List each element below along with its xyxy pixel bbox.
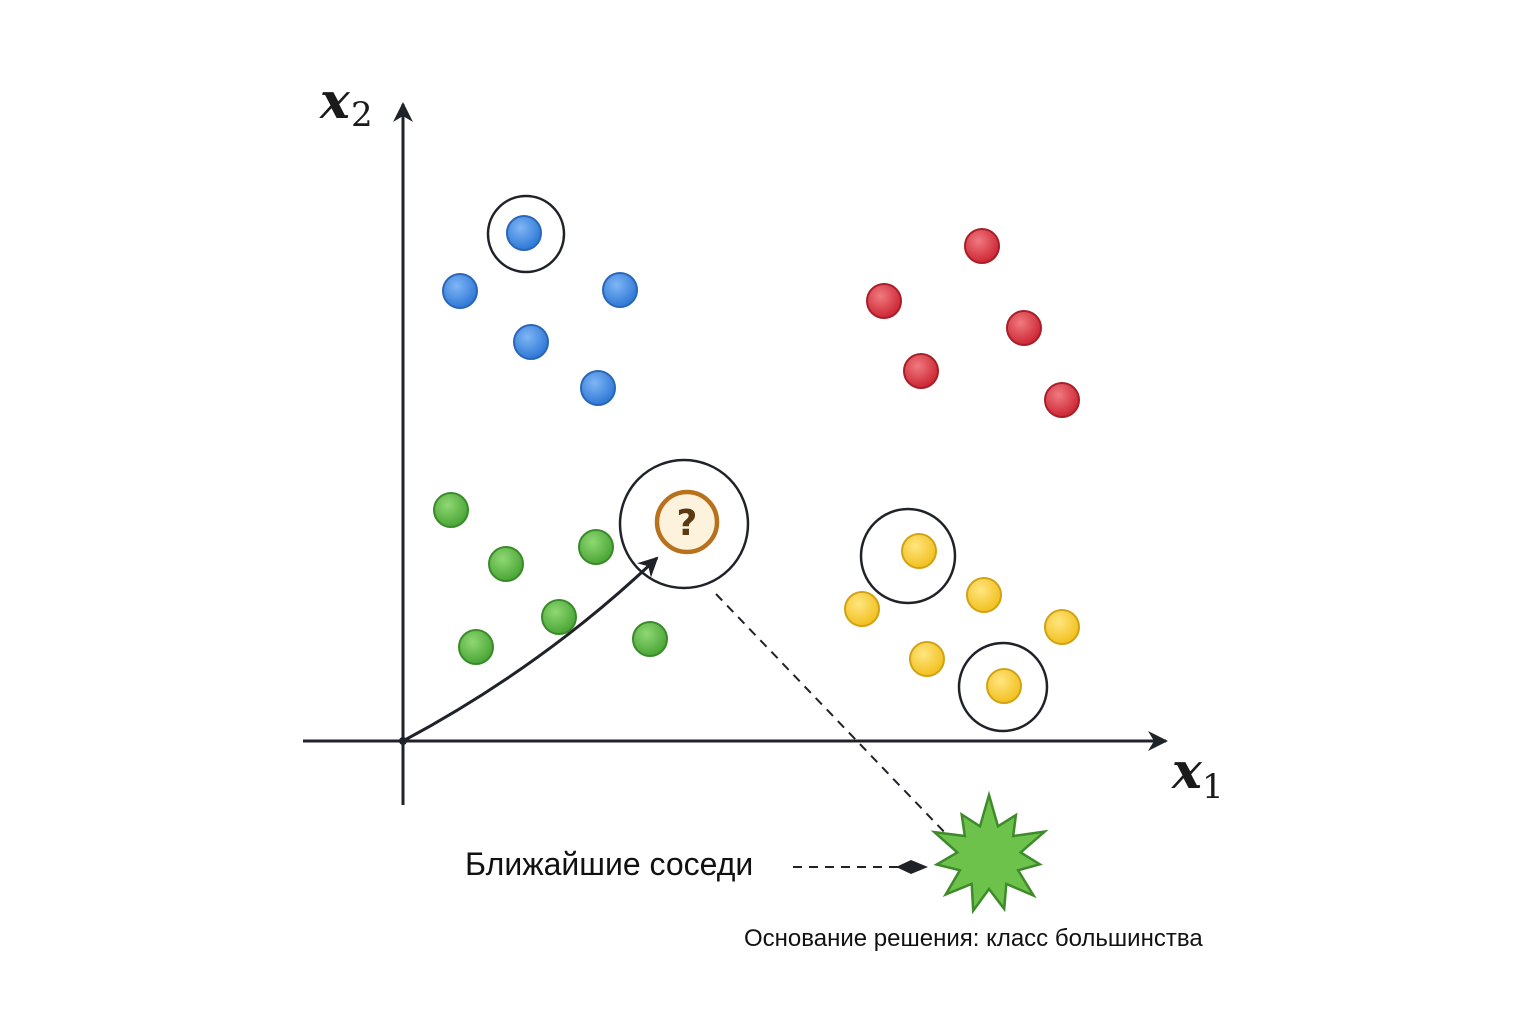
y-axis-var: x [319, 71, 351, 130]
data-point-green [541, 599, 577, 635]
data-point-red [1044, 382, 1080, 418]
data-point-red [903, 353, 939, 389]
query-ring [618, 458, 750, 590]
data-point-red [1006, 310, 1042, 346]
decision-basis-label: Основание решения: класс большинства [744, 925, 1203, 952]
data-point-yellow [966, 577, 1002, 613]
data-point-green [578, 529, 614, 565]
x-axis-label: x 1 [1171, 741, 1224, 807]
blue-cluster [442, 194, 638, 406]
query-point: ? [618, 458, 750, 590]
data-point-yellow [844, 591, 880, 627]
data-point-blue [513, 324, 549, 360]
x-axis-var: x [1171, 741, 1203, 800]
x-axis-sub: 1 [1202, 767, 1224, 807]
question-mark-icon: ? [677, 503, 698, 544]
y-axis-sub: 2 [351, 95, 373, 135]
neighbor-ring [486, 194, 566, 274]
neighbor-ring [957, 641, 1049, 733]
data-point-blue [506, 215, 542, 251]
data-point-red [866, 283, 902, 319]
data-point-green [632, 621, 668, 657]
axes [303, 102, 1168, 805]
data-point-blue [442, 273, 478, 309]
data-point-yellow [1044, 609, 1080, 645]
neighbor-ring [859, 507, 957, 605]
data-point-yellow [986, 668, 1022, 704]
data-point-blue [602, 272, 638, 308]
decision-star-icon [930, 790, 1049, 915]
green-cluster [433, 492, 668, 665]
pointer-diamond-icon [896, 860, 928, 874]
decision-dashed-line [715, 593, 951, 839]
data-point-red [964, 228, 1000, 264]
data-point-green [433, 492, 469, 528]
query-circle [654, 489, 720, 555]
nearest-neighbors-label: Ближайшие соседи [465, 846, 753, 882]
red-cluster [866, 228, 1080, 418]
data-point-blue [580, 370, 616, 406]
data-point-green [458, 629, 494, 665]
yellow-cluster [844, 507, 1080, 733]
data-point-yellow [901, 533, 937, 569]
data-point-green [488, 546, 524, 582]
y-axis-label: x 2 [319, 71, 373, 135]
vector-arrow [402, 556, 659, 743]
data-point-yellow [909, 641, 945, 677]
